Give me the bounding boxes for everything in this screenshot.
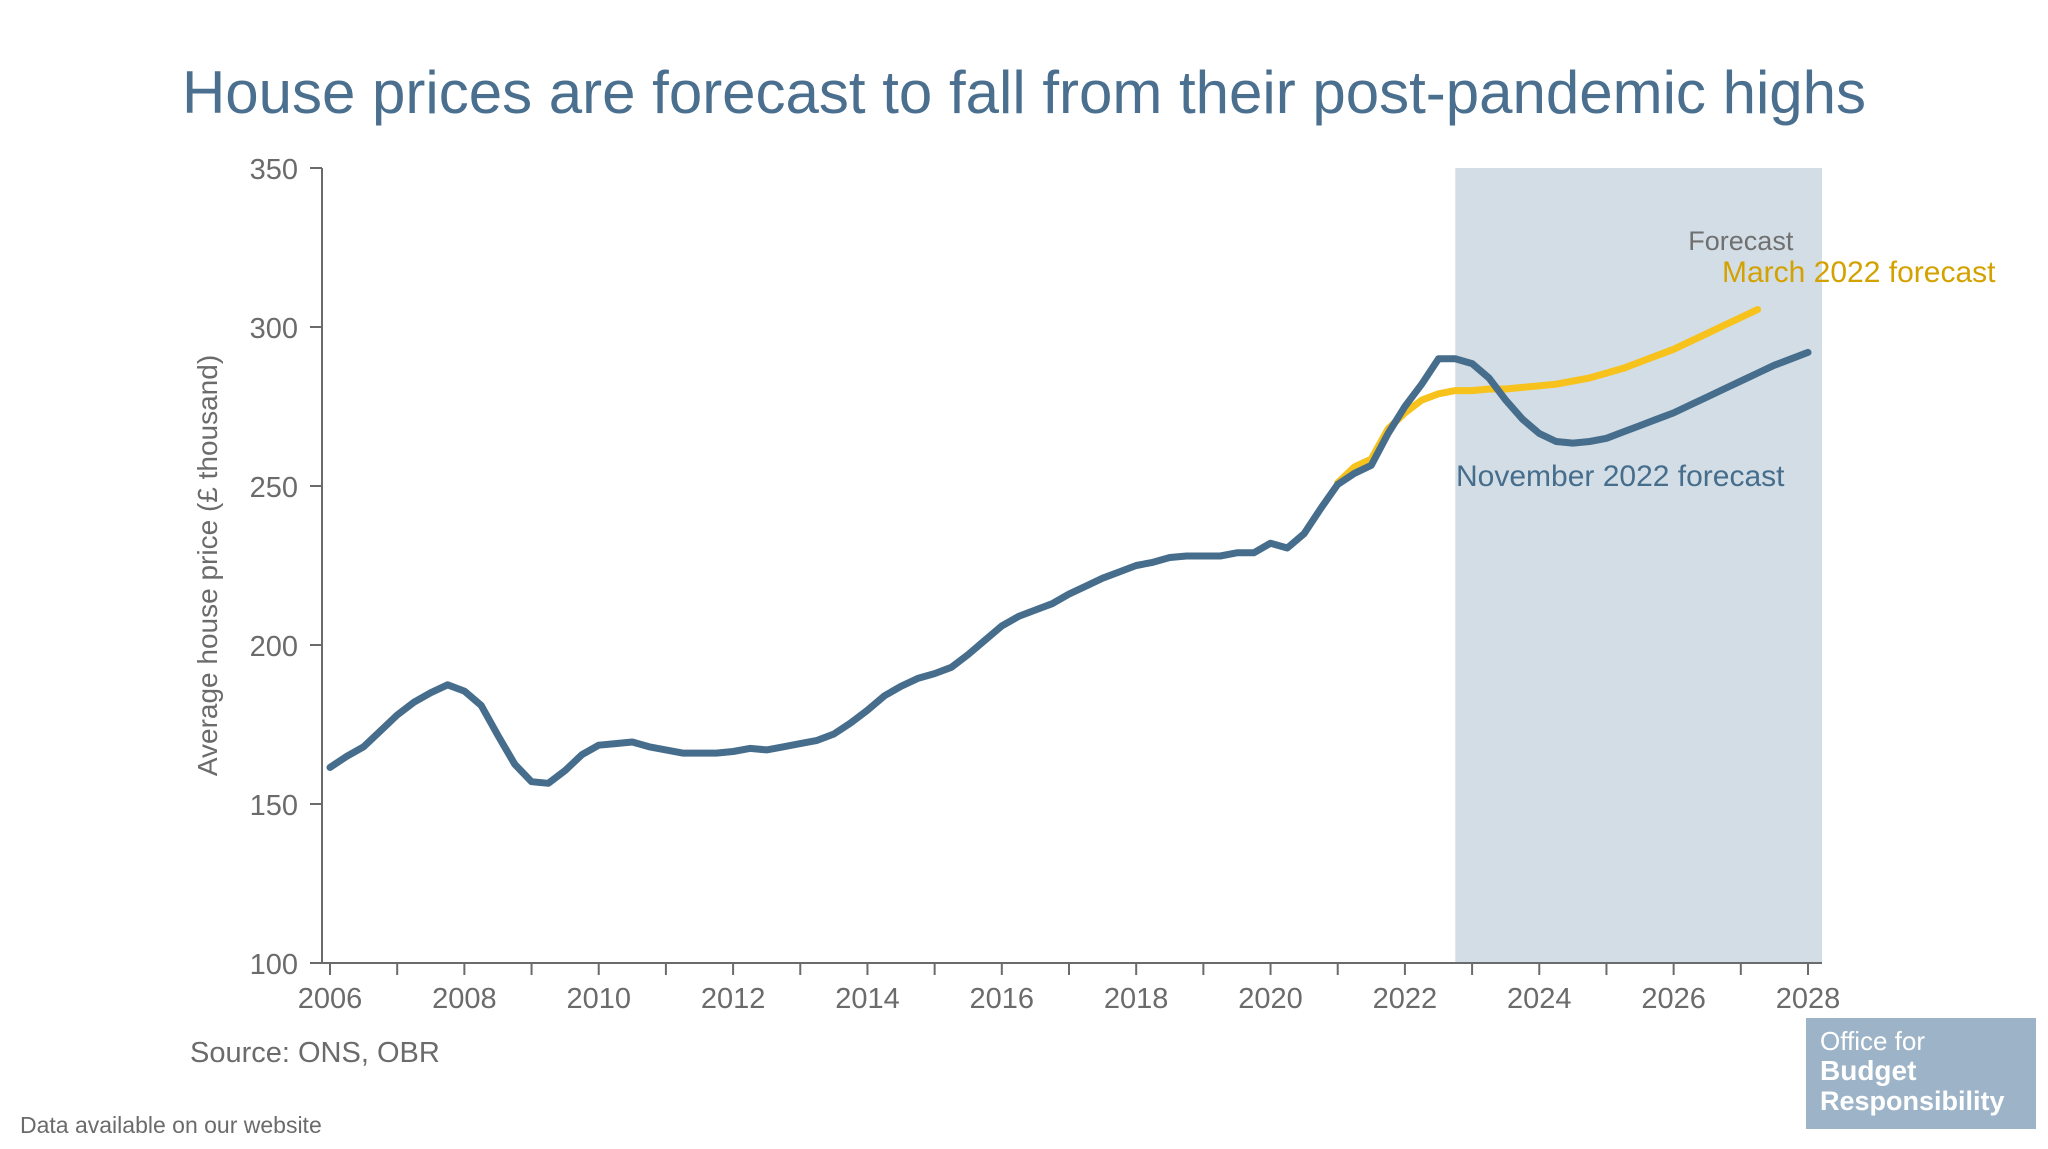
x-tick-label: 2008 [432,983,497,1015]
logo-line-budget: Budget [1820,1055,1917,1086]
x-tick-label: 2012 [701,983,766,1015]
forecast-shaded-region [1455,168,1822,963]
x-tick-label: 2022 [1373,983,1438,1015]
forecast-region-label: Forecast [1688,226,1794,256]
axes-layer: 100 150 200 250 300 350 2006 2008 2010 2012 2014 20… [192,154,1840,1015]
x-tick-label: 2024 [1507,983,1572,1015]
y-tick-label: 300 [250,313,298,345]
logo-line-responsibility: Responsibility [1820,1086,2005,1116]
x-tick-label: 2028 [1776,983,1841,1015]
obr-logo: Office for Budget Responsibility [1806,1018,2036,1129]
x-tick-label: 2018 [1104,983,1169,1015]
series-line-march-2022 [1334,306,1762,487]
y-axis-title: Average house price (£ thousand) [192,355,223,776]
logo-line-office-for: Office for [1820,1026,1926,1056]
data-availability-link[interactable]: Data available on our website [20,1112,322,1138]
y-tick-label: 100 [250,949,298,981]
x-tick-label: 2014 [835,983,900,1015]
chart-title: House prices are forecast to fall from t… [181,59,1867,126]
series-label-november-2022: November 2022 forecast [1456,460,1785,493]
y-tick-label: 350 [250,154,298,186]
x-tick-label: 2016 [970,983,1035,1015]
forecast-region-layer [1455,168,1822,963]
x-tick-label: 2010 [566,983,631,1015]
y-tick-label: 150 [250,790,298,822]
series-layer [326,306,1812,787]
source-note: Source: ONS, OBR [190,1037,440,1069]
x-tick-label: 2006 [298,983,363,1015]
x-tick-label: 2020 [1238,983,1303,1015]
y-tick-label: 200 [250,631,298,663]
x-tick-label: 2026 [1641,983,1706,1015]
series-line-november-2022 [326,348,1812,787]
y-tick-label: 250 [250,472,298,504]
series-label-march-2022: March 2022 forecast [1722,256,1996,289]
